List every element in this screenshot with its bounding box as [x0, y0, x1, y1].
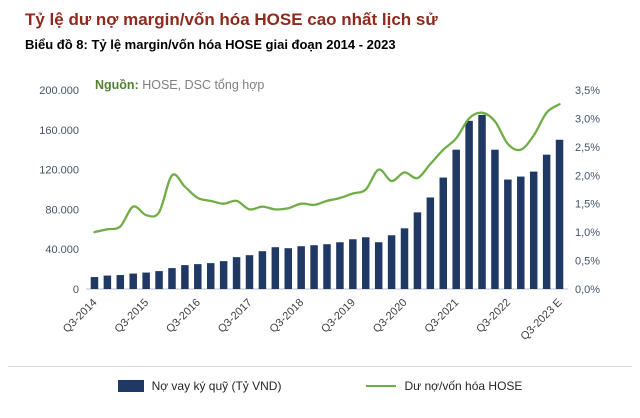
- chart-title: Biểu đồ 8: Tỷ lệ margin/vốn hóa HOSE gia…: [25, 36, 396, 52]
- chart-area: Nguồn: HOSE, DSC tổng hợp 0 40.000 80.000 1…: [0, 54, 640, 356]
- source-note: Nguồn: HOSE, DSC tổng hợp: [95, 78, 264, 92]
- svg-text:120.000: 120.000: [39, 164, 79, 176]
- svg-text:Q3-2014: Q3-2014: [61, 296, 100, 335]
- svg-text:Q3-2021: Q3-2021: [423, 296, 462, 335]
- x-axis-labels: Q3-2014 Q3-2015 Q3-2016 Q3-2017 Q3-2018 Q3-20…: [61, 296, 565, 342]
- svg-text:1,0%: 1,0%: [575, 227, 600, 239]
- source-text: HOSE, DSC tổng hợp: [142, 77, 265, 92]
- page-title: Tỷ lệ dư nợ margin/vốn hóa HOSE cao nhất…: [25, 10, 438, 29]
- svg-text:3,5%: 3,5%: [575, 85, 600, 97]
- legend-line-label: Dư nợ/vốn hóa HOSE: [404, 379, 523, 393]
- svg-text:Q3-2017: Q3-2017: [216, 296, 255, 335]
- y-axis-left-labels: 0 40.000 80.000 120.000 160.000 200.000: [39, 85, 79, 296]
- legend: Nợ vay ký quỹ (Tỷ VND) Dư nợ/vốn hóa HOS…: [8, 366, 632, 393]
- svg-text:Q3-2015: Q3-2015: [112, 296, 151, 335]
- svg-text:Q3-2019: Q3-2019: [319, 296, 358, 335]
- legend-item-bars: Nợ vay ký quỹ (Tỷ VND): [117, 379, 282, 393]
- svg-text:160.000: 160.000: [39, 124, 79, 136]
- svg-text:200.000: 200.000: [39, 85, 79, 97]
- svg-text:2,5%: 2,5%: [575, 141, 600, 153]
- svg-text:40.000: 40.000: [45, 244, 79, 256]
- line-series-swatch: [366, 385, 397, 387]
- svg-text:2,0%: 2,0%: [575, 170, 600, 182]
- source-label: Nguồn:: [95, 77, 139, 92]
- combo-chart: 040.00080.000120.000160.000200.0000,0%0,…: [39, 85, 600, 343]
- bar-series: [90, 114, 564, 289]
- svg-text:80.000: 80.000: [45, 204, 79, 216]
- legend-bar-label: Nợ vay ký quỹ (Tỷ VND): [151, 379, 282, 393]
- svg-text:0: 0: [73, 284, 79, 296]
- svg-text:Q3-2020: Q3-2020: [371, 296, 410, 335]
- svg-text:0,0%: 0,0%: [575, 284, 600, 296]
- header: Tỷ lệ dư nợ margin/vốn hóa HOSE cao nhất…: [0, 0, 640, 52]
- svg-text:Q3-2018: Q3-2018: [268, 296, 307, 335]
- svg-text:3,0%: 3,0%: [575, 113, 600, 125]
- svg-text:1,5%: 1,5%: [575, 198, 600, 210]
- legend-item-line: Dư nợ/vốn hóa HOSE: [366, 379, 522, 393]
- bar-series-swatch: [117, 380, 144, 392]
- line-series: [93, 102, 561, 233]
- svg-text:Q3-2023 E: Q3-2023 E: [519, 296, 565, 342]
- y-axis-right-labels: 0,0% 0,5% 1,0% 1,5% 2,0% 2,5% 3,0% 3,5%: [575, 85, 600, 296]
- svg-text:Q3-2022: Q3-2022: [474, 296, 513, 335]
- svg-text:0,5%: 0,5%: [575, 255, 600, 267]
- svg-text:Q3-2016: Q3-2016: [164, 296, 203, 335]
